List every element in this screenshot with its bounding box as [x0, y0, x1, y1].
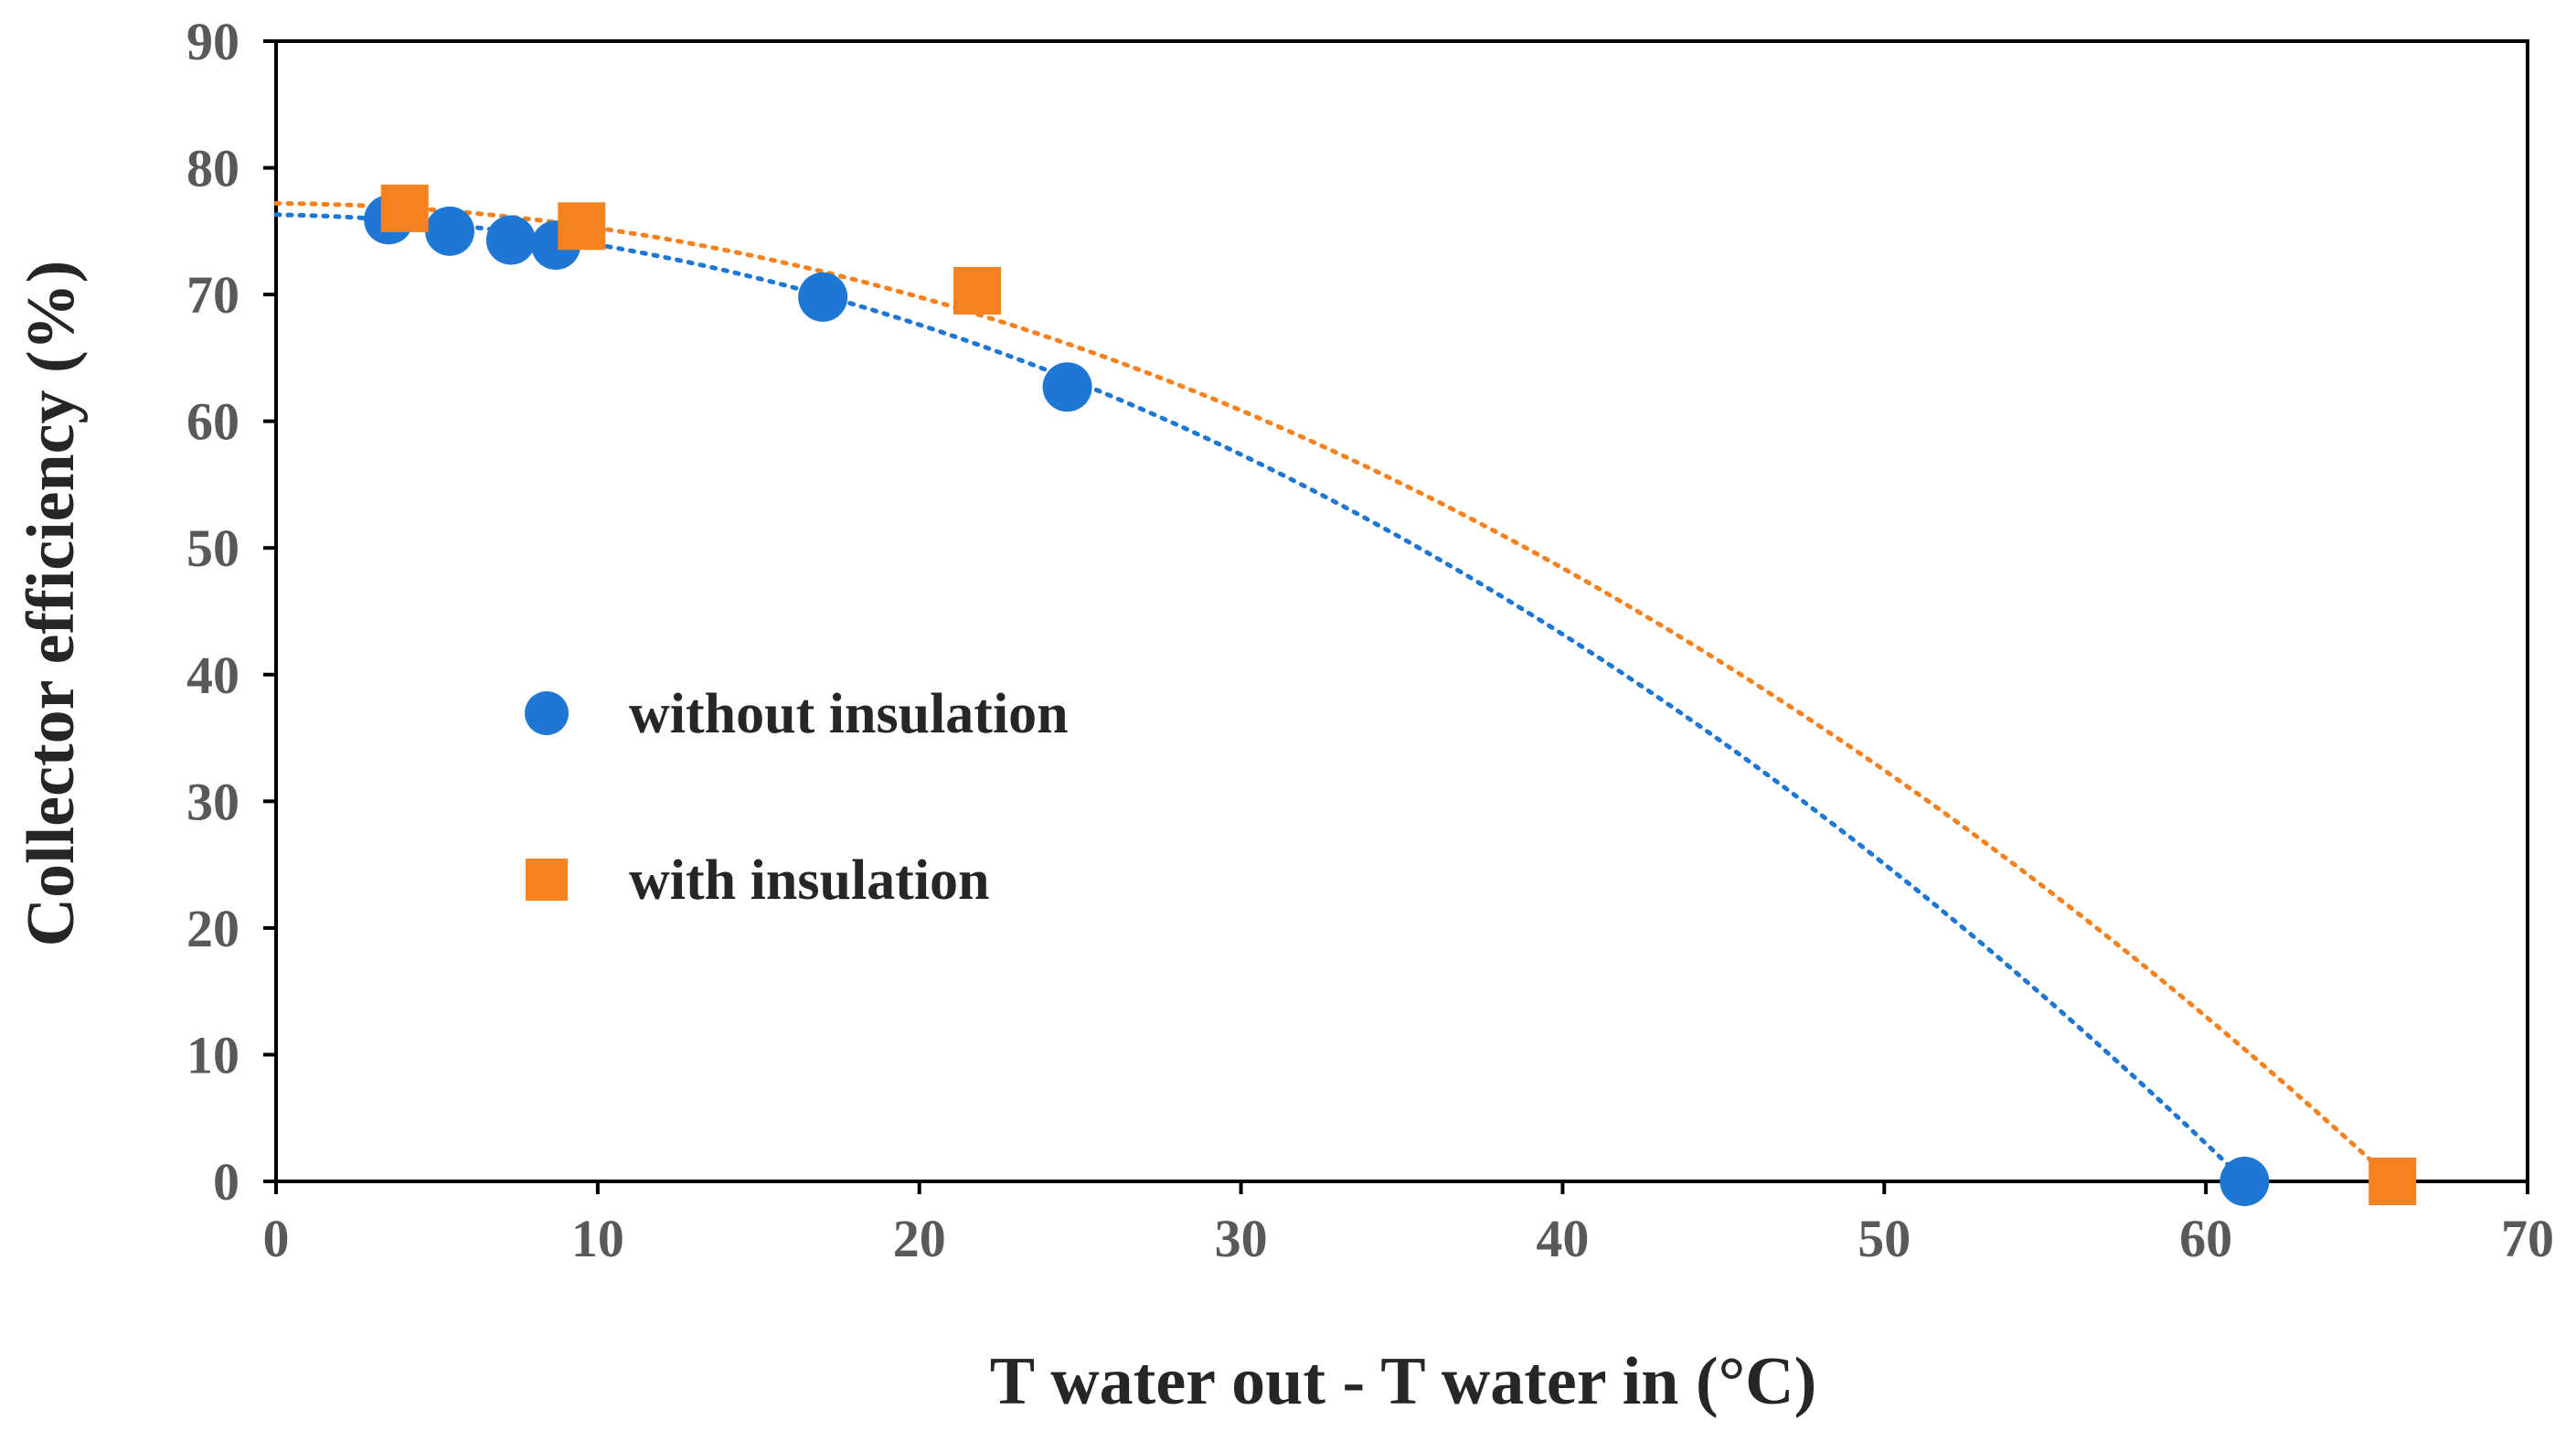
- data-point-series-1: [798, 272, 848, 322]
- data-point-series-1: [2219, 1157, 2270, 1206]
- plot-area-border: [274, 39, 2529, 1183]
- y-tick-label: 60: [186, 392, 240, 452]
- y-tick-label: 30: [186, 772, 240, 831]
- y-tick-label: 90: [186, 12, 240, 71]
- x-tick-label: 50: [1857, 1209, 1911, 1268]
- x-tick-label: 70: [2501, 1209, 2554, 1268]
- legend-label-series-1: without insulation: [629, 683, 1069, 745]
- trendline-series-1: [273, 212, 2247, 1183]
- y-axis-title: Collector efficiency (%): [14, 261, 89, 947]
- trendline-series-2: [273, 200, 2395, 1182]
- legend-label-series-2: with insulation: [629, 849, 990, 912]
- legend-marker-series-2: [526, 859, 568, 901]
- data-point-series-2: [2368, 1158, 2417, 1205]
- y-tick-label: 0: [213, 1152, 240, 1212]
- x-tick-label: 40: [1536, 1209, 1589, 1268]
- x-tick-label: 30: [1215, 1209, 1268, 1268]
- y-tick-label: 80: [186, 139, 240, 198]
- x-axis-title: T water out - T water in (°C): [990, 1344, 1817, 1419]
- y-tick-label: 20: [186, 899, 240, 958]
- y-tick-label: 40: [186, 646, 240, 705]
- data-point-series-2: [953, 266, 1002, 315]
- y-tick-label: 10: [186, 1025, 240, 1084]
- y-tick-label: 50: [186, 518, 240, 578]
- data-point-series-2: [380, 184, 429, 232]
- data-point-series-1: [1042, 362, 1092, 412]
- data-point-series-1: [425, 206, 475, 256]
- x-tick-label: 60: [2179, 1209, 2232, 1268]
- x-tick-label: 10: [571, 1209, 624, 1268]
- data-point-series-2: [558, 202, 606, 251]
- data-point-series-1: [485, 215, 536, 265]
- y-tick-label: 70: [186, 265, 240, 325]
- x-tick-label: 0: [263, 1209, 290, 1268]
- x-tick-label: 20: [893, 1209, 946, 1268]
- legend-marker-series-1: [525, 691, 569, 735]
